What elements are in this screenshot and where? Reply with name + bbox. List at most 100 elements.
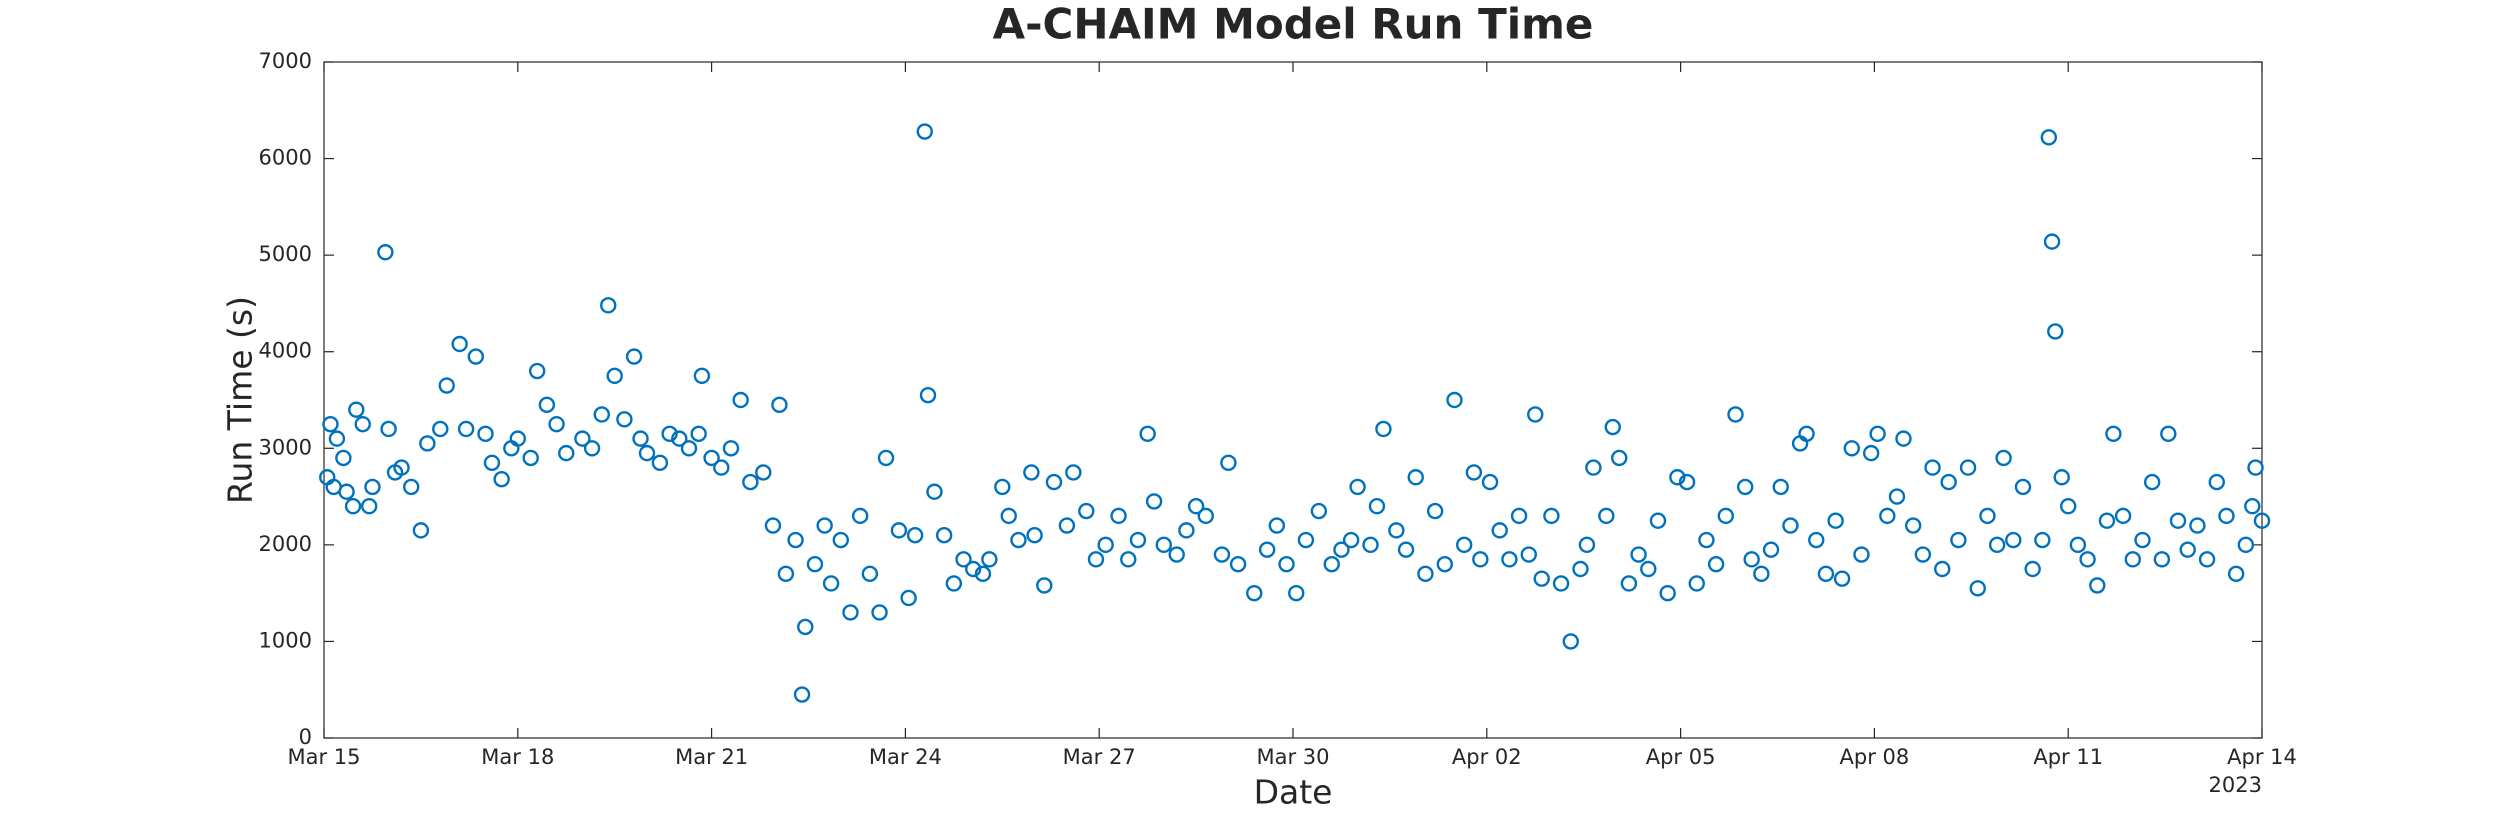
point	[651, 454, 669, 471]
point	[2247, 459, 2264, 476]
point	[797, 618, 814, 636]
point	[1782, 517, 1799, 534]
point	[1717, 507, 1735, 525]
point	[2143, 473, 2161, 491]
point	[1924, 459, 1941, 476]
point	[528, 362, 546, 380]
point	[1268, 517, 1286, 534]
point	[1000, 507, 1017, 525]
point	[354, 415, 371, 433]
point	[632, 430, 649, 447]
x-tick-label: Mar 15	[287, 745, 360, 769]
point	[1455, 536, 1473, 554]
x-axis-label: Date	[1254, 773, 1333, 812]
point	[509, 430, 526, 447]
point	[1552, 575, 1570, 592]
y-tick-label: 3000	[259, 435, 312, 459]
x-tick-label: Mar 18	[481, 745, 554, 769]
point	[742, 473, 759, 491]
point	[1362, 536, 1379, 554]
point	[2134, 531, 2151, 549]
point	[861, 565, 879, 583]
point	[1598, 507, 1615, 525]
point	[2237, 536, 2255, 554]
point	[1397, 541, 1415, 558]
point	[787, 531, 804, 549]
x-tick-label: Apr 05	[1646, 745, 1716, 769]
point	[1087, 551, 1105, 568]
point	[361, 498, 378, 515]
point	[1659, 584, 1676, 602]
point	[1688, 575, 1705, 592]
point	[574, 430, 591, 447]
point	[625, 348, 643, 365]
point	[916, 123, 933, 140]
chart-title: A-CHAIM Model Run Time	[993, 0, 1594, 49]
point	[1979, 507, 1996, 525]
point	[2124, 551, 2142, 568]
point	[2179, 541, 2196, 558]
point	[1349, 478, 1366, 496]
point	[1827, 512, 1844, 529]
point	[1736, 478, 1754, 496]
point	[1995, 449, 2012, 467]
point	[1288, 584, 1305, 602]
point	[1572, 560, 1589, 578]
y-tick-label: 4000	[259, 339, 312, 363]
point	[1817, 565, 1835, 583]
point	[1669, 469, 1686, 486]
point	[1934, 560, 1951, 578]
point	[661, 425, 678, 442]
point	[1045, 473, 1063, 491]
point	[1375, 420, 1392, 438]
x-tick-label: Mar 30	[1256, 745, 1329, 769]
point	[955, 551, 972, 568]
point	[493, 470, 510, 488]
point	[680, 440, 698, 457]
point	[1323, 555, 1340, 573]
point	[600, 297, 617, 314]
point	[1527, 406, 1544, 423]
point	[1436, 555, 1454, 573]
point	[1310, 502, 1328, 520]
point	[593, 406, 610, 423]
point	[2253, 512, 2271, 529]
point	[322, 415, 339, 433]
point	[1895, 430, 1912, 447]
point	[1446, 391, 1463, 409]
point	[432, 420, 449, 438]
point	[1762, 541, 1780, 558]
point	[1246, 584, 1263, 602]
x-tick-label: Mar 21	[675, 745, 748, 769]
x-tick-label: Apr 02	[1452, 745, 1522, 769]
x-tick-label: Apr 11	[2033, 745, 2103, 769]
point	[538, 396, 556, 414]
point	[1833, 570, 1851, 587]
point	[871, 604, 888, 621]
point	[522, 449, 539, 467]
point	[1213, 546, 1231, 563]
point	[806, 555, 824, 573]
point	[1678, 473, 1696, 491]
point	[1036, 577, 1053, 594]
point	[2153, 551, 2171, 568]
point	[1501, 551, 1518, 568]
point	[1630, 546, 1647, 563]
point	[1178, 522, 1195, 539]
point	[1620, 575, 1638, 592]
point	[328, 430, 346, 447]
point	[2098, 512, 2116, 529]
point	[348, 401, 365, 418]
point	[994, 478, 1011, 496]
point	[1888, 488, 1906, 505]
point	[2079, 551, 2096, 568]
point	[1058, 517, 1076, 534]
point	[364, 478, 381, 496]
point	[926, 483, 943, 500]
point	[1869, 425, 1886, 442]
point	[1120, 551, 1137, 568]
x-tick-label: Mar 24	[869, 745, 942, 769]
point	[1727, 406, 1744, 423]
point	[1407, 469, 1424, 486]
point	[1753, 565, 1770, 583]
